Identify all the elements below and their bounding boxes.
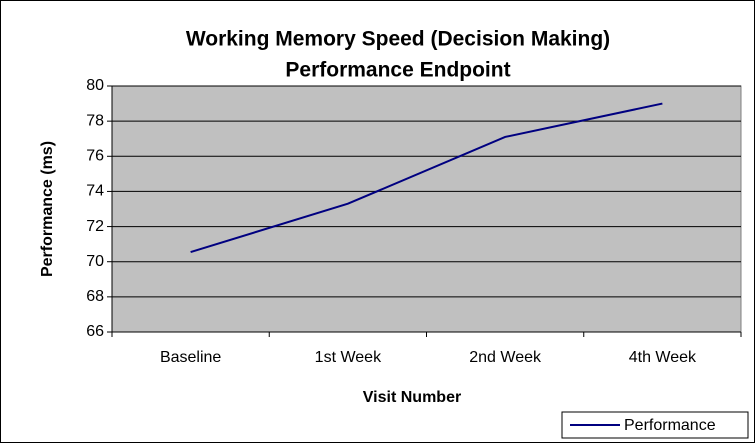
chart-title: Performance Endpoint (285, 59, 510, 82)
y-tick-label: 70 (86, 253, 104, 270)
plot-area (111, 85, 742, 333)
x-tick-label: 1st Week (315, 349, 382, 366)
y-tick-label: 76 (86, 148, 104, 165)
x-axis-title: Visit Number (363, 389, 461, 406)
y-tick-label: 72 (86, 218, 104, 235)
chart-title: Working Memory Speed (Decision Making) (186, 28, 610, 51)
y-tick-label: 66 (86, 323, 104, 340)
y-axis-title: Performance (ms) (39, 141, 56, 277)
y-tick-label: 74 (86, 183, 104, 200)
y-tick-label: 68 (86, 288, 104, 305)
x-tick-label: 2nd Week (469, 349, 542, 366)
x-tick-label: Baseline (160, 349, 221, 366)
line-series (190, 102, 663, 254)
x-tick-label: 4th Week (629, 349, 697, 366)
y-tick-label: 78 (86, 112, 104, 129)
legend-label: Performance (624, 417, 716, 434)
y-tick-label: 80 (86, 77, 104, 94)
